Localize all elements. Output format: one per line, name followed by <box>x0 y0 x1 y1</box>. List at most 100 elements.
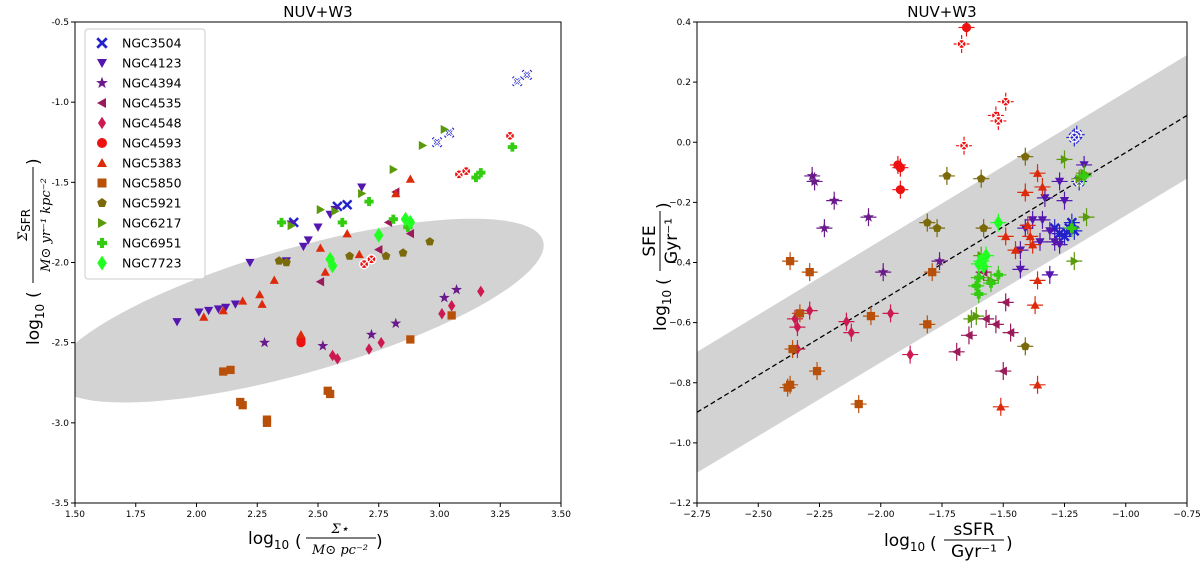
data-point <box>978 259 989 275</box>
data-point <box>1001 297 1010 307</box>
data-point <box>1006 327 1015 338</box>
data-point <box>238 401 247 410</box>
highlight-ring <box>366 254 377 265</box>
series-ngc5383 <box>992 164 1051 416</box>
data-point <box>986 278 996 288</box>
data-point <box>1055 177 1065 187</box>
svg-text:sSFR: sSFR <box>953 520 994 540</box>
data-point <box>783 383 792 392</box>
series-ngc5921 <box>919 147 1034 356</box>
data-point <box>315 277 325 287</box>
data-point <box>274 256 284 265</box>
data-point <box>828 194 840 206</box>
data-point <box>1035 238 1045 247</box>
data-point <box>194 308 204 317</box>
data-point <box>961 22 972 33</box>
highlight-ring <box>1069 132 1080 143</box>
data-point <box>793 321 802 333</box>
data-point <box>842 315 851 328</box>
data-point <box>282 257 291 267</box>
legend-label: NGC5850 <box>122 176 182 191</box>
x-tick-label: 2.25 <box>247 510 267 520</box>
legend-marker <box>97 198 107 207</box>
data-point <box>357 183 367 192</box>
left-chart: 1.50 1.75 2.00 2.25 2.50 2.75 3.00 3.25 3.50 -0.5… <box>16 3 571 558</box>
left-legend: NGC3504 NGC4123 NGC4394 NGC4535 NGC4548 NGC45… <box>84 28 206 280</box>
data-point <box>328 349 337 362</box>
data-point <box>795 309 805 318</box>
left-x-axis-label: log10 ( Σ⋆ M⊙ pc⁻² ) <box>248 522 383 558</box>
x-tick-label: −0.75 <box>1173 510 1200 520</box>
data-point <box>373 227 384 243</box>
legend-marker <box>97 98 106 108</box>
data-point <box>1001 231 1011 241</box>
legend-label: NGC4593 <box>122 136 182 151</box>
right-chart: −2.75 −2.50 −2.25 −2.00 −1.75 −1.50 −1.25 −1.00… <box>640 3 1200 562</box>
svg-text:M⊙ yr⁻¹ kpc⁻²: M⊙ yr⁻¹ kpc⁻² <box>39 178 54 273</box>
series-ngc7723 <box>970 213 1007 276</box>
data-point <box>331 206 340 216</box>
legend-label: NGC5921 <box>122 196 182 211</box>
y-tick-label: -2.5 <box>51 339 69 349</box>
data-point <box>365 343 373 355</box>
data-point <box>895 163 905 173</box>
data-point <box>812 366 822 376</box>
legend-marker <box>97 255 107 271</box>
svg-text:Σ⋆: Σ⋆ <box>330 522 348 537</box>
right-x-axis-label: log10 ( sSFR Gyr⁻¹ ) <box>884 520 1013 562</box>
x-tick-label: −1.75 <box>928 510 956 520</box>
data-point <box>255 289 265 299</box>
x-tick-label: 2.50 <box>308 510 328 520</box>
data-point <box>993 270 1003 280</box>
data-point <box>806 304 814 317</box>
legend-label: NGC7723 <box>122 256 182 271</box>
data-point <box>374 245 383 255</box>
series-ngc4593 <box>296 130 516 348</box>
svg-text:log10: log10 <box>884 531 925 554</box>
data-point <box>1028 240 1038 249</box>
data-point <box>942 171 952 180</box>
legend-box <box>84 28 206 280</box>
data-point <box>1079 171 1089 181</box>
x-tick-label: 3.50 <box>551 510 571 520</box>
data-point <box>1032 380 1043 389</box>
highlight-ring <box>993 115 1004 127</box>
x-tick-label: −2.50 <box>744 510 772 520</box>
series-ngc4548 <box>328 285 485 365</box>
data-point <box>451 284 462 295</box>
data-point <box>1045 227 1055 236</box>
legend-marker <box>98 116 106 130</box>
data-point <box>877 266 889 277</box>
legend-marker <box>98 218 107 228</box>
data-point <box>1032 168 1043 177</box>
data-point <box>389 164 398 175</box>
data-point <box>974 289 984 299</box>
y-tick-label: 0.4 <box>677 18 692 28</box>
svg-text:log10: log10 <box>24 304 47 345</box>
data-point <box>981 314 990 324</box>
data-point <box>1055 240 1065 250</box>
data-point <box>863 211 874 222</box>
series-ngc4394 <box>804 166 948 282</box>
svg-text:): ) <box>1006 534 1013 554</box>
y-tick-label: -3.5 <box>51 499 69 509</box>
svg-text:log10: log10 <box>248 529 289 552</box>
series-ngc5383 <box>199 174 415 339</box>
data-point <box>262 418 272 427</box>
data-point <box>1020 187 1030 197</box>
data-point <box>785 256 795 266</box>
svg-text:(: ( <box>24 291 44 298</box>
data-point <box>345 251 354 260</box>
data-point <box>226 365 235 375</box>
data-point <box>809 175 821 187</box>
legend-entry: NGC7723 <box>97 255 182 271</box>
legend-entry: NGC5850 <box>97 176 182 191</box>
data-point <box>391 188 401 198</box>
svg-text:log10: log10 <box>651 290 674 331</box>
legend-label: NGC4394 <box>122 76 182 91</box>
x-tick-label: −2.00 <box>867 510 895 520</box>
y-tick-label: -1.0 <box>51 98 69 108</box>
data-point <box>967 314 976 324</box>
data-point <box>358 188 367 199</box>
data-point <box>313 223 323 232</box>
